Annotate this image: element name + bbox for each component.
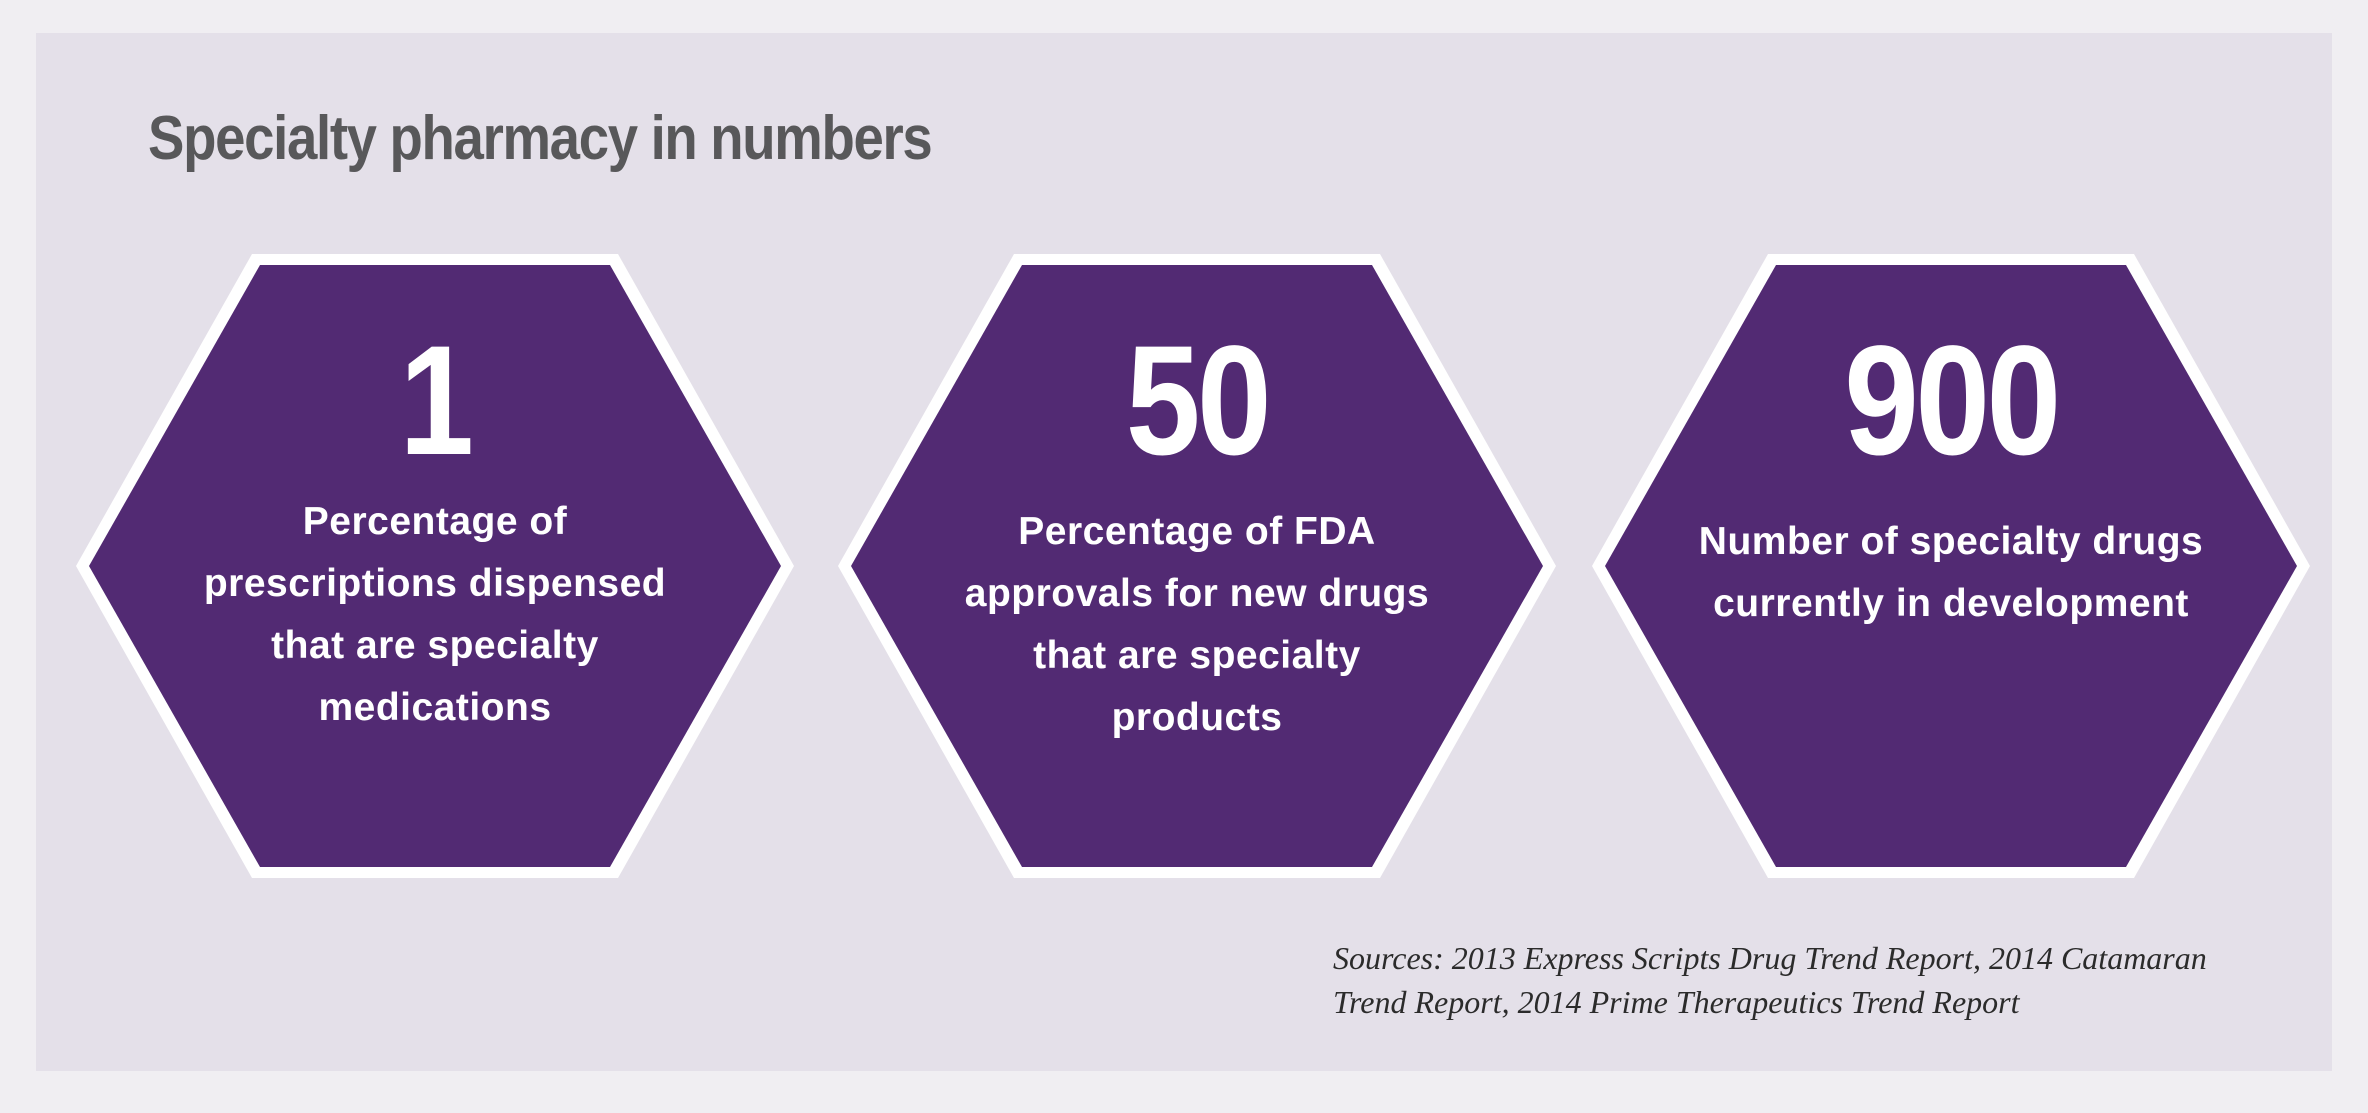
hexagon-shape — [76, 254, 794, 878]
stat-hexagon-drugs-in-development: 900 Number of specialty drugs currently … — [1588, 251, 2314, 881]
stat-hexagon-prescriptions: 1 Percentage of prescriptions dispensed … — [72, 251, 798, 881]
page-title: Specialty pharmacy in numbers — [148, 104, 933, 173]
hexagon-shape — [1592, 254, 2310, 878]
stat-caption: Percentage of FDA approvals for new drug… — [964, 510, 1430, 739]
stat-hexagon-fda-approvals: 50 Percentage of FDA approvals for new d… — [834, 251, 1560, 881]
stat-number: 50 — [1125, 314, 1272, 488]
stat-number: 900 — [1844, 314, 2061, 488]
sources-note: Sources: 2013 Express Scripts Drug Trend… — [1333, 940, 2207, 1020]
stat-number: 1 — [399, 314, 474, 488]
hexagon-shape — [838, 254, 1556, 878]
stat-caption: Percentage of prescriptions dispensed th… — [203, 500, 667, 729]
stat-caption: Number of specialty drugs currently in d… — [1698, 520, 2204, 625]
